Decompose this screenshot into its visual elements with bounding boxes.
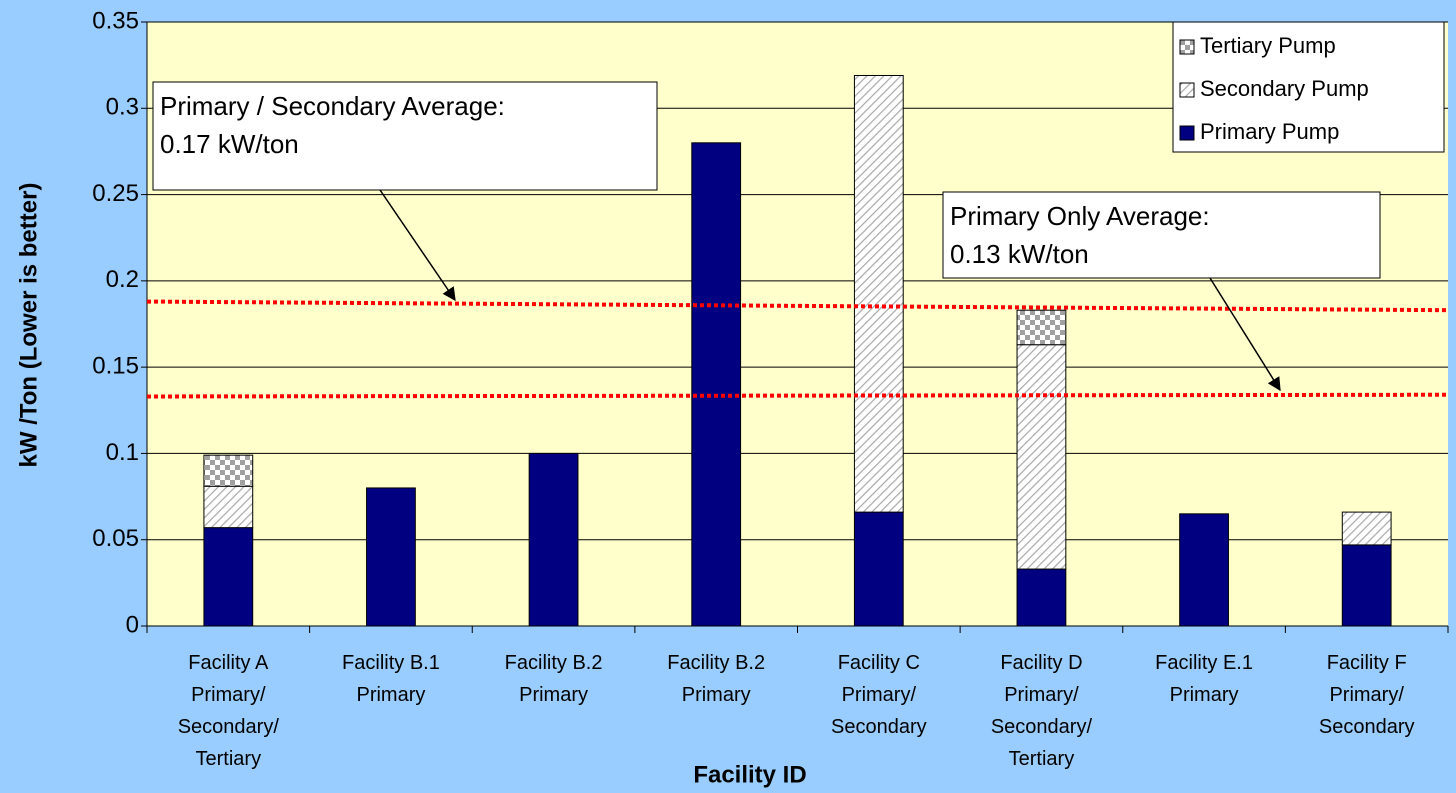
annotation-box bbox=[942, 191, 1381, 279]
x-tick-label-line: Secondary/ bbox=[178, 716, 280, 738]
y-tick-label: 0.15 bbox=[92, 352, 139, 379]
x-tick-label: Facility C Primary/Secondary bbox=[831, 652, 927, 738]
y-tick-label: 0.1 bbox=[106, 439, 139, 466]
x-tick-label-line: Facility B.2 bbox=[505, 652, 603, 674]
x-tick-label-line: Facility E.1 bbox=[1155, 652, 1253, 674]
y-tick-label: 0.3 bbox=[106, 94, 139, 121]
x-tick-label-line: Primary/ bbox=[191, 684, 266, 706]
x-tick-label: Facility F Primary/Secondary bbox=[1319, 652, 1415, 738]
bar-segment bbox=[853, 511, 904, 627]
x-tick-label-line: Primary/ bbox=[1004, 684, 1079, 706]
x-tick-label-line: Facility F bbox=[1327, 652, 1407, 674]
x-tick-label-line: Secondary bbox=[831, 716, 927, 738]
x-axis-title: Facility ID bbox=[693, 761, 806, 788]
bar-segment bbox=[1179, 513, 1229, 627]
bar-segment bbox=[1016, 568, 1067, 627]
bar-segment bbox=[853, 74, 904, 513]
annotation-arrow bbox=[1209, 277, 1281, 392]
x-tick-label-line: Facility D bbox=[1000, 652, 1082, 674]
bar-segment bbox=[691, 142, 742, 627]
x-tick-label: Facility B.1 Primary bbox=[342, 652, 440, 706]
annotation-text: Primary Only Average: bbox=[950, 201, 1210, 231]
x-tick-label-line: Secondary/ bbox=[991, 716, 1093, 738]
x-tick-label: Facility E.1 Primary bbox=[1155, 652, 1253, 706]
y-tick-label: 0 bbox=[126, 611, 139, 638]
legend-label: Secondary Pump bbox=[1200, 76, 1369, 101]
x-tick-label-line: Primary bbox=[519, 684, 588, 706]
annotation-text: 0.13 kW/ton bbox=[950, 239, 1089, 269]
legend-swatch bbox=[1179, 125, 1195, 141]
x-tick-label-line: Facility B.2 bbox=[667, 652, 765, 674]
y-axis-title: kW /Ton (Lower is better) bbox=[15, 183, 42, 468]
legend-label: Tertiary Pump bbox=[1200, 33, 1336, 58]
bar-segment bbox=[203, 527, 254, 627]
legend-label: Primary Pump bbox=[1200, 119, 1339, 144]
annotation-text: 0.17 kW/ton bbox=[160, 129, 299, 159]
bar-segment bbox=[1016, 309, 1067, 346]
x-tick-label-line: Primary/ bbox=[842, 684, 917, 706]
y-tick-label: 0.2 bbox=[106, 266, 139, 293]
y-tick-label: 0.35 bbox=[92, 7, 139, 34]
x-tick-label: Facility D Primary/Secondary/Tertiary bbox=[991, 652, 1093, 770]
x-tick-label-line: Facility B.1 bbox=[342, 652, 440, 674]
x-tick-label-line: Tertiary bbox=[196, 748, 262, 770]
y-tick-label: 0.05 bbox=[92, 525, 139, 552]
x-tick-label: Facility B.2 Primary bbox=[667, 652, 765, 706]
x-tick-label-line: Primary bbox=[682, 684, 751, 706]
legend-box bbox=[1172, 21, 1445, 153]
bar-segment bbox=[203, 454, 254, 487]
y-tick-label: 0.25 bbox=[92, 180, 139, 207]
bar-segment bbox=[1341, 511, 1392, 546]
x-tick-label-line: Facility A bbox=[188, 652, 269, 674]
x-tick-label-line: Primary bbox=[1170, 684, 1239, 706]
x-tick-label-line: Primary bbox=[356, 684, 425, 706]
legend-swatch bbox=[1179, 39, 1195, 55]
x-tick-label-line: Primary/ bbox=[1329, 684, 1404, 706]
bar-segment bbox=[203, 485, 254, 529]
bar-segment bbox=[528, 452, 579, 627]
x-tick-label: Facility B.2 Primary bbox=[505, 652, 603, 706]
annotation-box bbox=[152, 81, 658, 191]
legend-swatch bbox=[1179, 82, 1195, 98]
bar-segment bbox=[1341, 544, 1392, 627]
annotation-arrow bbox=[379, 189, 456, 302]
x-tick-label-line: Tertiary bbox=[1009, 748, 1075, 770]
x-tick-label: Facility A Primary/Secondary/Tertiary bbox=[178, 652, 280, 770]
annotation-text: Primary / Secondary Average: bbox=[160, 91, 505, 121]
bar-segment bbox=[366, 487, 416, 627]
bar-segment bbox=[1016, 344, 1067, 570]
x-tick-label-line: Facility C bbox=[838, 652, 920, 674]
x-tick-label-line: Secondary bbox=[1319, 716, 1415, 738]
